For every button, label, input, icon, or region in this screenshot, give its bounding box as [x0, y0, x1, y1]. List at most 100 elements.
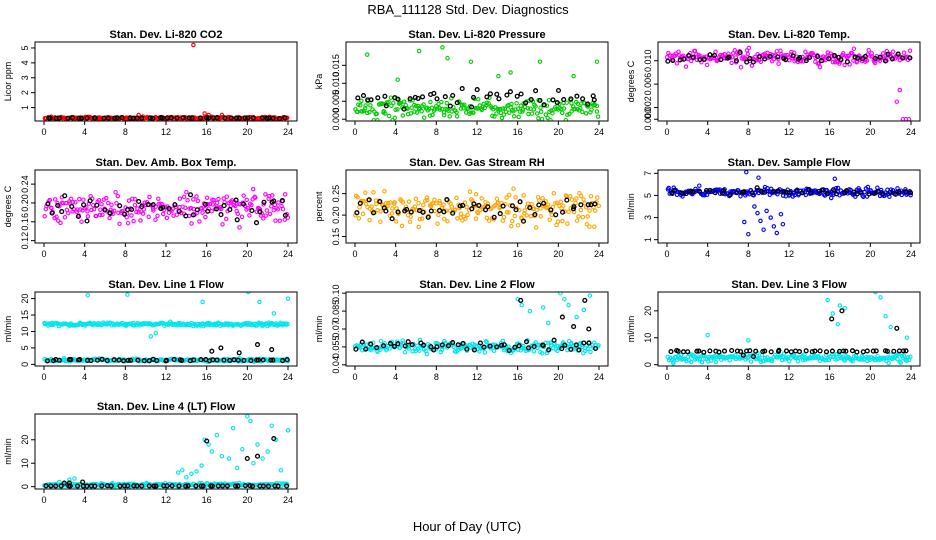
data-point	[746, 231, 751, 237]
plot-area	[353, 45, 601, 121]
data-point	[864, 348, 870, 354]
plot-area	[42, 186, 291, 230]
data-point	[273, 218, 278, 223]
data-point	[447, 114, 452, 119]
data-point	[235, 211, 241, 217]
data-point	[574, 218, 580, 223]
data-point	[395, 341, 401, 347]
data-point	[561, 203, 566, 208]
data-point	[207, 201, 213, 207]
data-point	[168, 115, 174, 121]
data-point	[529, 201, 534, 207]
x-tick-label: 4	[82, 495, 87, 505]
data-point	[408, 209, 414, 215]
data-point	[727, 192, 733, 198]
data-point	[454, 195, 459, 201]
data-point	[496, 73, 501, 79]
data-point	[355, 195, 360, 200]
data-point	[209, 483, 215, 489]
data-point	[562, 342, 568, 348]
data-point	[889, 56, 895, 62]
data-point	[285, 428, 291, 433]
data-point	[908, 354, 913, 360]
data-point	[211, 197, 217, 203]
data-point	[831, 52, 838, 59]
data-point	[417, 348, 422, 353]
data-point	[571, 73, 576, 79]
data-point	[275, 207, 281, 212]
data-point	[257, 209, 263, 215]
data-point	[548, 207, 554, 213]
data-point	[672, 53, 678, 59]
data-point	[514, 93, 520, 99]
data-point	[122, 211, 128, 217]
data-point	[514, 101, 519, 106]
data-point	[711, 55, 717, 61]
data-point	[517, 109, 523, 114]
data-point	[554, 222, 559, 228]
data-point	[139, 115, 145, 121]
data-point	[516, 343, 522, 349]
x-tick-label: 20	[242, 495, 252, 505]
data-point	[200, 483, 206, 489]
data-point	[93, 213, 99, 219]
data-point	[802, 352, 807, 357]
data-point	[434, 96, 440, 102]
data-point	[494, 91, 500, 97]
data-point	[378, 338, 384, 344]
x-tick-label: 0	[664, 249, 669, 259]
data-point	[404, 206, 410, 212]
data-point	[75, 213, 81, 220]
data-point	[748, 359, 754, 364]
data-point	[576, 347, 582, 353]
data-point	[437, 198, 442, 204]
data-point	[762, 189, 768, 195]
y-tick-label: 0.25	[331, 185, 341, 203]
data-point	[183, 213, 189, 219]
data-point	[220, 222, 225, 227]
data-point	[840, 51, 846, 56]
data-point	[679, 190, 685, 196]
data-point	[115, 193, 121, 199]
x-tick-label: 24	[283, 127, 293, 137]
data-point	[455, 342, 461, 348]
x-tick-label: 24	[906, 372, 916, 382]
data-point	[476, 202, 482, 208]
data-point	[253, 220, 260, 226]
data-point	[198, 357, 204, 363]
data-point	[697, 183, 702, 188]
data-point	[521, 193, 526, 198]
data-point	[580, 109, 585, 115]
data-point	[126, 198, 132, 203]
data-point	[570, 203, 576, 209]
data-point	[458, 211, 464, 217]
data-point	[375, 95, 381, 101]
data-point	[141, 358, 147, 364]
data-point	[450, 340, 456, 346]
data-point	[380, 343, 387, 349]
data-point	[222, 115, 228, 121]
x-tick-label: 12	[161, 372, 171, 382]
y-tick-label: 20	[20, 435, 30, 445]
data-point	[419, 216, 425, 221]
data-point	[708, 358, 714, 363]
data-point	[774, 48, 780, 54]
data-point	[564, 100, 569, 105]
data-point	[809, 349, 815, 355]
data-point	[764, 208, 769, 214]
data-point	[484, 94, 490, 100]
data-point	[368, 103, 373, 108]
data-point	[269, 347, 275, 353]
data-point	[543, 112, 549, 117]
data-point	[744, 59, 750, 65]
data-point	[255, 357, 261, 363]
data-point	[428, 344, 434, 350]
data-point	[685, 349, 691, 355]
x-tick-label: 12	[472, 372, 482, 382]
data-point	[701, 349, 707, 355]
data-point	[127, 115, 133, 121]
data-point	[857, 189, 863, 195]
data-point	[383, 103, 389, 109]
data-point	[53, 483, 59, 489]
